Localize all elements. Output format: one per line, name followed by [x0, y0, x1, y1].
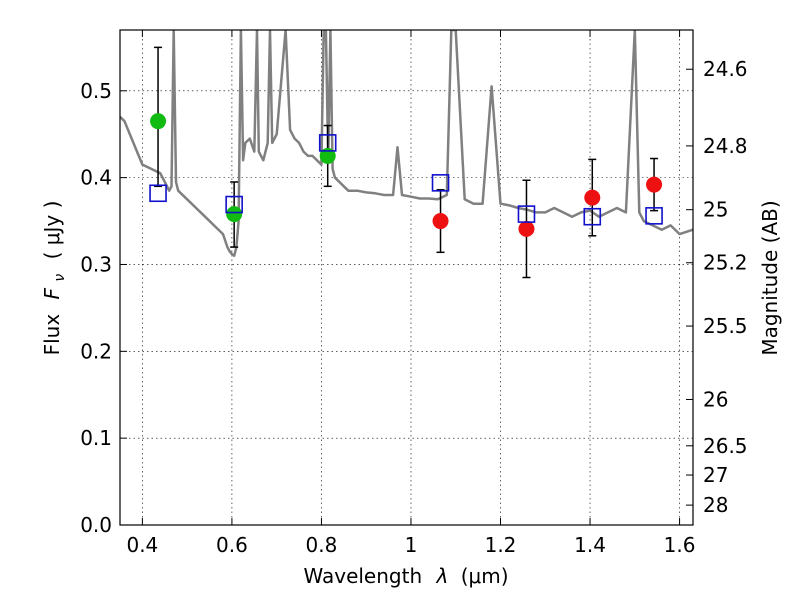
model-photometry-square: [645, 207, 663, 225]
model-photometry-square: [517, 205, 536, 223]
green-data-point: [319, 147, 336, 164]
x-tick-label: 1.6: [664, 533, 696, 557]
x-axis-label-prefix: Wavelength: [303, 564, 422, 588]
model-photometry-square: [318, 134, 337, 152]
y2-axis-label: Magnitude (AB): [758, 200, 782, 355]
x-tick-label: 0.8: [306, 533, 338, 557]
y-tick-label: 0.3: [80, 252, 112, 276]
red-data-point: [518, 220, 535, 237]
y2-tick-label: 25.2: [703, 251, 748, 275]
y-axis-label-unit: ( μJy ): [40, 201, 64, 260]
green-data-point: [150, 113, 167, 130]
y-axis-label-subscript: ν: [52, 274, 68, 282]
y-tick-label: 0.1: [80, 426, 112, 450]
x-tick-label: 0.4: [126, 533, 158, 557]
y-tick-label: 0.5: [80, 79, 112, 103]
y-tick-label: 0.4: [80, 166, 112, 190]
x-tick-label: 0.6: [216, 533, 248, 557]
y2-tick-label: 26.5: [703, 434, 748, 458]
model-spectrum-line: [120, 30, 693, 258]
ticks: 0.4 0.6 0.8 1 1.2 1.4 1.6 0.0 0.1 0.2 0.3 0.4 0.5 24.…: [80, 30, 748, 557]
y-axis-label-symbol: F: [40, 287, 64, 299]
data-markers: [149, 113, 663, 237]
y2-tick-label: 27: [703, 463, 728, 487]
green-data-point: [226, 206, 243, 223]
plot-frame: [119, 29, 694, 526]
model-photometry-square: [431, 174, 450, 192]
x-axis-label: Wavelength λ (μm): [303, 564, 508, 588]
x-tick-label: 1.2: [485, 533, 517, 557]
plot-background: [120, 30, 693, 525]
red-data-point: [584, 189, 601, 206]
y-axis-label: Flux F ν ( μJy ): [40, 201, 69, 356]
red-data-point: [646, 176, 663, 193]
y-tick-label: 0.2: [80, 339, 112, 363]
y-tick-label: 0.0: [80, 513, 112, 537]
model-spectrum: [120, 30, 693, 258]
x-axis-label-unit: (μm): [461, 564, 509, 588]
y2-tick-label: 25: [703, 198, 728, 222]
model-photometry-square: [583, 207, 602, 226]
y2-tick-label: 28: [703, 493, 728, 517]
y2-tick-label: 24.8: [703, 134, 748, 158]
y2-tick-label: 24.6: [703, 57, 748, 81]
y-axis-label-prefix: Flux: [40, 314, 64, 356]
red-data-point: [432, 213, 449, 230]
x-tick-label: 1.4: [574, 533, 606, 557]
model-photometry-square: [225, 195, 243, 214]
x-axis-label-symbol: λ: [436, 564, 449, 588]
y2-tick-label: 26: [703, 387, 728, 411]
model-photometry-square: [149, 184, 167, 203]
x-tick-label: 1: [405, 533, 418, 557]
y2-tick-label: 25.5: [703, 314, 748, 338]
